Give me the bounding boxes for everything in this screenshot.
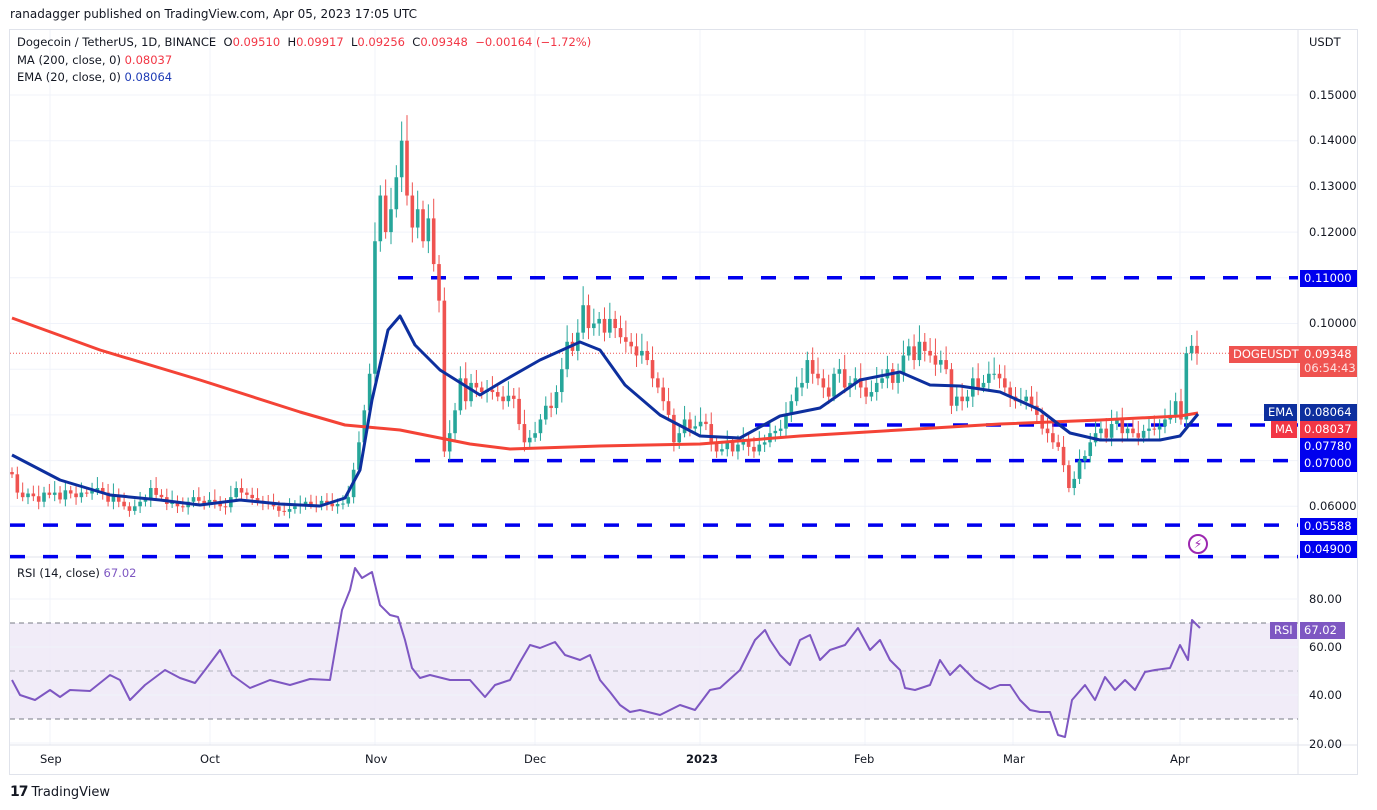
time-label: 2023 xyxy=(686,752,719,766)
ema-price-tag: 0.08064 xyxy=(1300,404,1357,421)
change-value: −0.00164 (−1.72%) xyxy=(475,35,592,49)
ma-label: MA (200, close, 0) xyxy=(17,53,121,67)
price-tick: 0.10000 xyxy=(1309,316,1357,330)
ema-label: EMA (20, close, 0) xyxy=(17,70,121,84)
symbol-name[interactable]: Dogecoin / TetherUS, 1D, BINANCE xyxy=(17,35,217,49)
rsi-tick: 60.00 xyxy=(1309,640,1342,654)
symbol-tag: DOGEUSDT xyxy=(1229,346,1303,363)
rsi-tag: RSI xyxy=(1270,622,1297,639)
ema-legend[interactable]: EMA (20, close, 0) 0.08064 xyxy=(17,70,172,84)
level-tag-0.0778: 0.07780 xyxy=(1300,438,1357,455)
time-label: Apr xyxy=(1170,752,1190,766)
currency-label: USDT xyxy=(1309,35,1341,49)
low-value: 0.09256 xyxy=(357,35,405,49)
close-value: 0.09348 xyxy=(420,35,468,49)
brand-name: TradingView xyxy=(31,784,111,800)
high-value: 0.09917 xyxy=(296,35,344,49)
last-price-tag: 0.09348 06:54:43 xyxy=(1300,346,1357,377)
chart-frame xyxy=(9,29,1358,775)
ma-price-tag: 0.08037 xyxy=(1300,421,1357,438)
symbol-legend: Dogecoin / TetherUS, 1D, BINANCE O0.0951… xyxy=(17,35,592,49)
price-tick: 0.06000 xyxy=(1309,499,1357,513)
level-tag-0.07: 0.07000 xyxy=(1300,455,1357,472)
price-tick: 0.14000 xyxy=(1309,133,1357,147)
last-price: 0.09348 xyxy=(1304,347,1352,361)
rsi-tick: 40.00 xyxy=(1309,688,1342,702)
level-tag-0.11: 0.11000 xyxy=(1300,270,1357,287)
price-tick: 0.13000 xyxy=(1309,179,1357,193)
ema-value: 0.08064 xyxy=(124,70,173,84)
lightning-icon[interactable]: ⚡︎ xyxy=(1188,534,1208,554)
ema-tag: EMA xyxy=(1264,404,1298,421)
level-tag-0.049: 0.04900 xyxy=(1300,541,1357,558)
rsi-label: RSI (14, close) xyxy=(17,566,100,580)
rsi-tick: 20.00 xyxy=(1309,737,1342,751)
time-label: Dec xyxy=(524,752,547,766)
time-label: Mar xyxy=(1003,752,1025,766)
time-label: Sep xyxy=(40,752,62,766)
price-tick: 0.12000 xyxy=(1309,225,1357,239)
ma-value: 0.08037 xyxy=(124,53,173,67)
time-label: Oct xyxy=(200,752,220,766)
rsi-value-tag: 67.02 xyxy=(1300,622,1345,639)
rsi-legend[interactable]: RSI (14, close) 67.02 xyxy=(17,566,136,580)
publisher-line: ranadagger published on TradingView.com,… xyxy=(10,7,418,21)
time-label: Nov xyxy=(365,752,388,766)
footer-brand: 17 TradingView xyxy=(10,784,110,800)
ma-tag: MA xyxy=(1271,421,1297,438)
level-tag-0.05588: 0.05588 xyxy=(1300,518,1357,535)
ma-legend[interactable]: MA (200, close, 0) 0.08037 xyxy=(17,53,172,67)
rsi-tick: 80.00 xyxy=(1309,592,1342,606)
time-label: Feb xyxy=(854,752,875,766)
rsi-value: 67.02 xyxy=(103,566,137,580)
open-value: 0.09510 xyxy=(232,35,281,49)
tradingview-logo-icon: 17 xyxy=(10,784,29,800)
price-tick: 0.15000 xyxy=(1309,88,1357,102)
countdown: 06:54:43 xyxy=(1304,361,1356,375)
